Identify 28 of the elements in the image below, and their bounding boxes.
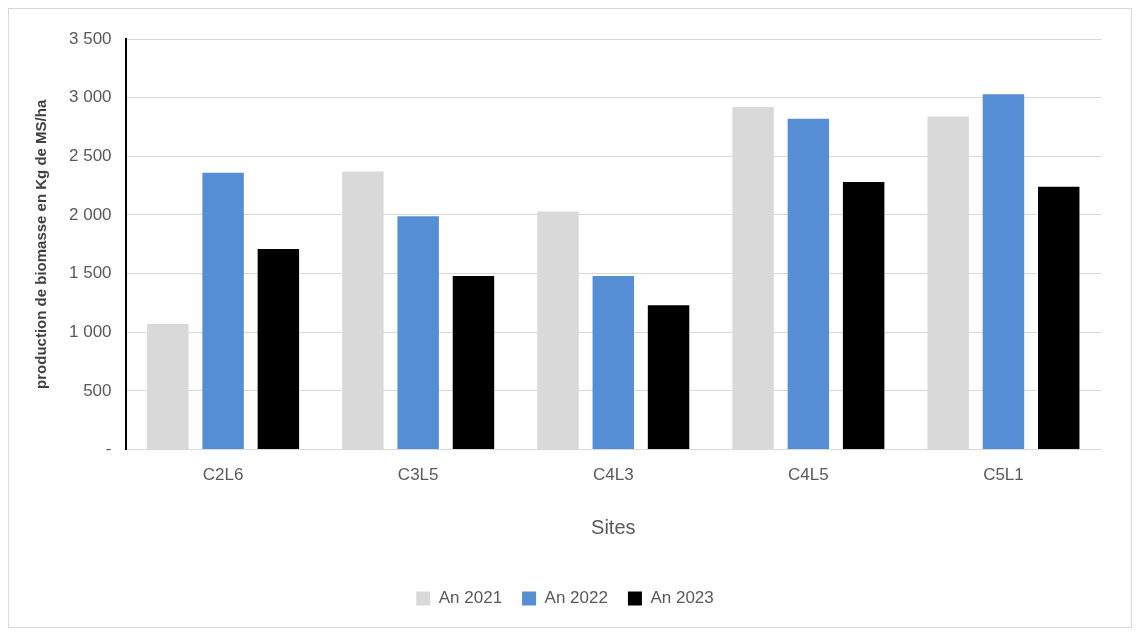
bar: [257, 248, 300, 450]
y-tick-label: 3 500: [68, 28, 112, 48]
bar: [647, 305, 690, 450]
y-axis-title: production de biomasse en Kg de MS/ha: [32, 99, 50, 389]
x-axis-title: Sites: [591, 515, 636, 538]
x-tick-label: C2L6: [202, 465, 244, 485]
legend-label: An 2021: [438, 588, 503, 608]
bar: [787, 118, 830, 450]
y-tick-label: 500: [83, 380, 112, 400]
y-tick-label: 2 500: [68, 146, 112, 165]
bar: [452, 275, 495, 450]
x-tick-label: C4L3: [592, 465, 634, 485]
y-tick-label: 3 000: [68, 87, 112, 107]
bar: [592, 275, 634, 450]
bar: [202, 172, 244, 450]
legend-label: An 2023: [650, 588, 714, 608]
y-tick-label: 1 000: [68, 321, 112, 341]
x-tick-label: C4L5: [788, 465, 829, 485]
legend-label: An 2022: [544, 588, 608, 608]
y-tick-label: 1 500: [68, 263, 112, 283]
x-tick-label: C5L1: [983, 465, 1024, 485]
y-tick-label: 2 000: [68, 204, 112, 224]
x-tick-label: C3L5: [397, 465, 439, 485]
y-tick-label: -: [105, 439, 112, 459]
bar: [842, 182, 885, 450]
bar: [982, 94, 1025, 450]
bar: [1038, 186, 1080, 450]
bar: [397, 216, 439, 450]
